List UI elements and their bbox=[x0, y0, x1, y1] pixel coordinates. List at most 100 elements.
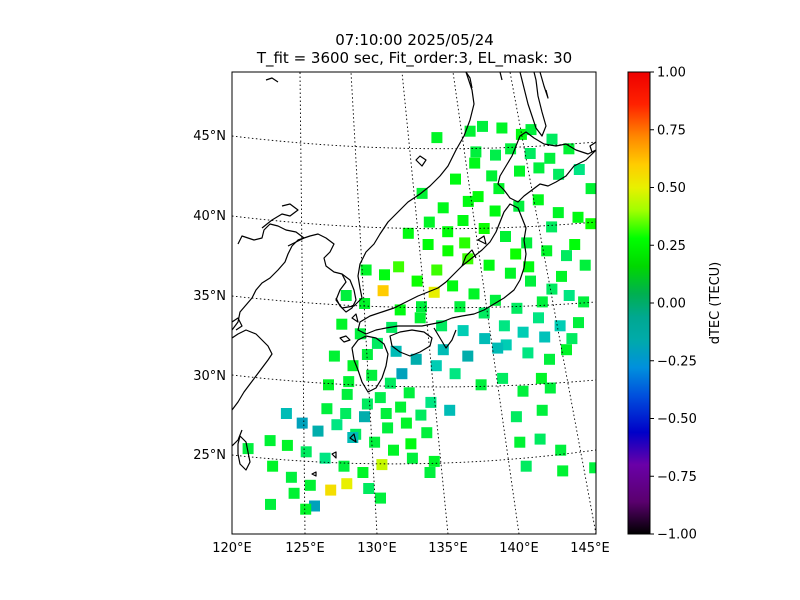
dtec-cell bbox=[331, 419, 343, 431]
lon-tick-145: 145°E bbox=[570, 541, 610, 556]
dtec-cell bbox=[340, 408, 352, 419]
dtec-cell bbox=[340, 290, 352, 301]
dtec-cell bbox=[525, 124, 537, 136]
dtec-cell bbox=[360, 264, 372, 276]
dtec-cell bbox=[390, 345, 402, 357]
dtec-cell bbox=[400, 417, 412, 429]
lat-tick-30: 30°N bbox=[193, 369, 226, 384]
coastline-north-korea-bay bbox=[465, 72, 473, 89]
dtec-cell bbox=[437, 202, 449, 214]
coastline-honshu bbox=[357, 203, 527, 335]
dtec-cell bbox=[428, 455, 440, 467]
dtec-cell bbox=[585, 183, 596, 195]
dtec-cell bbox=[379, 269, 390, 281]
dtec-cell bbox=[442, 245, 454, 257]
dtec-cell bbox=[563, 143, 575, 155]
coastline-hokkaido bbox=[497, 131, 596, 203]
dtec-cell bbox=[500, 339, 512, 351]
dtec-cell bbox=[536, 296, 548, 308]
dtec-cell bbox=[569, 239, 581, 250]
dtec-cell bbox=[431, 264, 443, 276]
parallel-40 bbox=[232, 215, 596, 230]
dtec-cell bbox=[497, 372, 509, 384]
dtec-cell bbox=[541, 245, 553, 257]
dtec-cell bbox=[323, 379, 334, 391]
dtec-cell bbox=[359, 411, 370, 423]
dtec-cell bbox=[267, 460, 279, 472]
dtec-cell bbox=[572, 211, 584, 223]
dtec-cell bbox=[544, 353, 555, 365]
meridian-135 bbox=[401, 72, 449, 534]
dtec-cell bbox=[405, 438, 417, 450]
dtec-cell bbox=[285, 471, 297, 483]
dtec-cell bbox=[546, 221, 558, 233]
dtec-cell bbox=[436, 320, 448, 332]
dtec-cell bbox=[366, 369, 378, 381]
dtec-cell bbox=[382, 422, 394, 434]
parallel-30 bbox=[232, 374, 596, 388]
dtec-cell bbox=[464, 125, 476, 137]
dtec-cell bbox=[424, 467, 436, 478]
coastline-small-bay bbox=[265, 77, 279, 83]
dtec-cell bbox=[534, 433, 546, 445]
graticule bbox=[232, 72, 596, 534]
dtec-cell bbox=[492, 342, 504, 354]
dtec-cell bbox=[535, 372, 547, 384]
colorbar-tick-label: −0.50 bbox=[657, 412, 697, 427]
dtec-cell bbox=[563, 290, 575, 301]
dtec-cell bbox=[510, 248, 522, 260]
dtec-cell bbox=[357, 467, 369, 478]
dtec-cell bbox=[410, 353, 422, 365]
dtec-cell bbox=[520, 460, 532, 472]
lon-tick-140: 140°E bbox=[499, 541, 539, 556]
dtec-cell bbox=[343, 376, 355, 388]
dtec-cell bbox=[544, 152, 556, 164]
dtec-cell bbox=[468, 288, 480, 300]
colorbar-ticks: 1.00 0.75 0.50 0.25 0.00 −0.25 −0.50 −0.75 −1.00 bbox=[650, 66, 697, 543]
coastline-shanghai bbox=[232, 317, 243, 331]
colorbar-tick-label: −0.25 bbox=[657, 354, 697, 369]
colorbar-tick-label: −1.00 bbox=[657, 528, 697, 543]
meridian-125 bbox=[299, 72, 306, 534]
dtec-cell bbox=[585, 218, 596, 230]
coastline-mainland bbox=[232, 72, 475, 331]
dtec-cell bbox=[554, 320, 566, 332]
dtec-cell bbox=[500, 231, 511, 242]
dtec-data-layer bbox=[242, 120, 596, 515]
dtec-cell bbox=[514, 436, 526, 448]
coastline-south-china bbox=[232, 329, 273, 411]
dtec-cell bbox=[416, 187, 428, 199]
dtec-cell bbox=[338, 460, 350, 472]
dtec-cell bbox=[341, 388, 353, 400]
lon-tick-125: 125°E bbox=[285, 541, 325, 556]
dtec-cell bbox=[556, 270, 567, 282]
coastline-taiwan bbox=[237, 435, 251, 471]
dtec-cell bbox=[496, 122, 508, 134]
dtec-cell bbox=[478, 307, 490, 319]
colorbar-tick-label: −0.75 bbox=[657, 470, 697, 485]
dtec-cell bbox=[521, 237, 533, 249]
dtec-cell bbox=[536, 404, 548, 416]
lat-axis: 25°N 30°N 35°N 40°N 45°N bbox=[193, 129, 226, 463]
coastline-rishiri bbox=[415, 155, 427, 167]
dtec-cell bbox=[377, 285, 389, 297]
dtec-cell bbox=[447, 280, 459, 292]
dtec-cell bbox=[394, 304, 406, 316]
dtec-cell bbox=[421, 427, 433, 439]
dtec-cell bbox=[579, 259, 591, 271]
dtec-cell bbox=[430, 360, 442, 372]
dtec-cell bbox=[470, 146, 482, 158]
dtec-cell bbox=[505, 143, 517, 155]
meridian-130 bbox=[350, 72, 378, 534]
dtec-cell bbox=[533, 312, 544, 324]
colorbar-label: dTEC (TECU) bbox=[708, 262, 723, 345]
dtec-cell bbox=[462, 253, 474, 265]
dtec-cell bbox=[511, 302, 523, 314]
dtec-cell bbox=[296, 417, 308, 429]
lon-axis: 120°E 125°E 130°E 135°E 140°E 145°E bbox=[212, 541, 610, 556]
dtec-cell bbox=[341, 478, 353, 490]
dtec-cell bbox=[489, 294, 501, 306]
dtec-cell bbox=[403, 387, 415, 399]
